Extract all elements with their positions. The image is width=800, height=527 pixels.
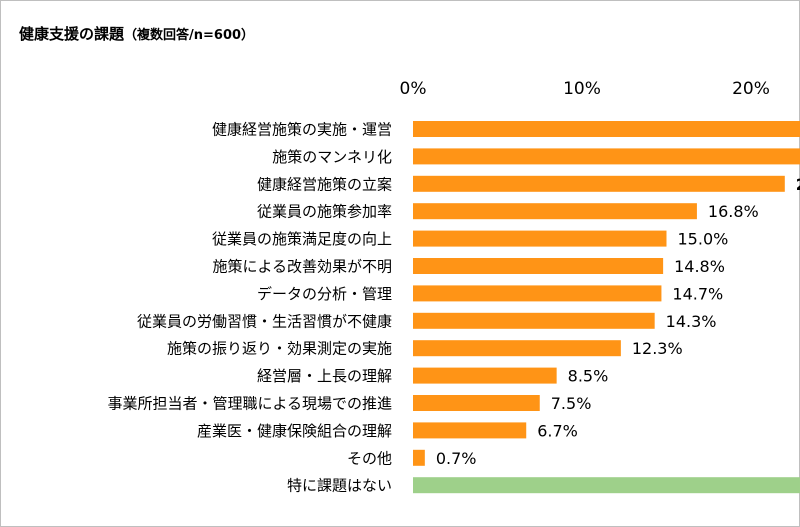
bar (413, 258, 664, 274)
bar (413, 367, 557, 384)
bar (413, 203, 697, 220)
bar (413, 175, 785, 192)
value-label: 6.7% (537, 421, 578, 440)
category-label: 従業員の労働習慣・生活習慣が不健康 (137, 312, 392, 330)
value-label: 16.8% (708, 202, 759, 221)
value-label: 8.5% (568, 367, 609, 386)
category-label: 従業員の施策参加率 (257, 203, 392, 221)
category-label: 施策のマンネリ化 (272, 148, 392, 166)
value-label: 22.0% (796, 175, 800, 194)
value-label: 14.7% (672, 284, 723, 303)
bars-group (413, 121, 800, 494)
x-tick-label: 10% (563, 79, 601, 99)
category-label: 特に課題はない (287, 477, 392, 495)
chart-title-text: 健康支援の課題 (19, 25, 125, 43)
bar (413, 312, 655, 329)
category-label: 健康経営施策の実施・運営 (212, 121, 392, 139)
category-label: 施策の振り返り・効果測定の実施 (167, 340, 392, 358)
bar (413, 422, 527, 439)
category-label: 健康経営施策の立案 (257, 175, 392, 193)
value-label: 14.3% (666, 312, 717, 331)
chart-title: 健康支援の課題（複数回答/n=600） (19, 23, 254, 44)
category-label: その他 (347, 449, 392, 467)
bar (413, 230, 667, 247)
category-label: 事業所担当者・管理職による現場での推進 (107, 395, 392, 413)
x-tick-label: 20% (732, 79, 770, 99)
value-label: 7.5% (551, 394, 592, 413)
bar (413, 340, 621, 357)
category-label: 施策による改善効果が不明 (212, 258, 392, 276)
value-labels: 23.7%23.0%22.0%16.8%15.0%14.8%14.7%14.3%… (436, 175, 800, 468)
x-axis-ticks: 0%10%20%30%40% (400, 79, 770, 99)
bar (413, 148, 800, 165)
category-label: データの分析・管理 (257, 285, 392, 303)
bar (413, 395, 540, 411)
bar (413, 121, 800, 137)
bar (413, 477, 800, 494)
category-label: 産業医・健康保険組合の理解 (197, 422, 392, 440)
value-label: 12.3% (632, 339, 683, 358)
bar (413, 449, 425, 466)
chart-subtitle: （複数回答/n=600） (124, 28, 255, 43)
value-label: 14.8% (674, 257, 725, 276)
x-tick-label: 0% (400, 79, 427, 99)
bar (413, 285, 662, 302)
category-label: 従業員の施策満足度の向上 (212, 230, 392, 248)
category-label: 経営層・上長の理解 (257, 367, 392, 385)
value-label: 0.7% (436, 449, 477, 468)
value-label: 15.0% (678, 230, 729, 249)
category-labels: 健康経営施策の実施・運営施策のマンネリ化健康経営施策の立案従業員の施策参加率従業… (107, 121, 392, 495)
